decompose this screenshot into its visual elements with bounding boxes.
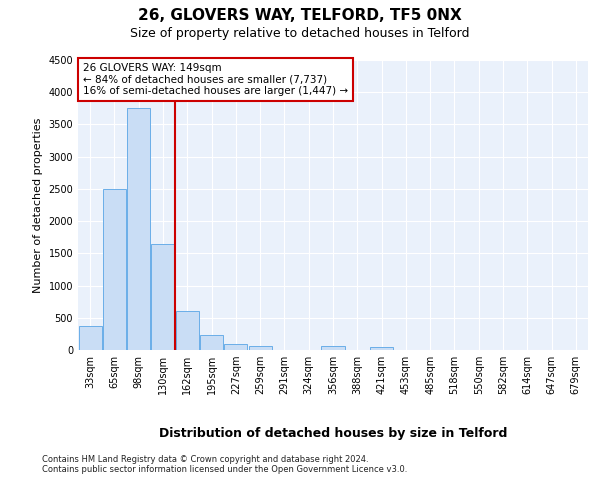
- Bar: [103, 189, 126, 350]
- Text: Contains HM Land Registry data © Crown copyright and database right 2024.
Contai: Contains HM Land Registry data © Crown c…: [42, 455, 407, 474]
- Y-axis label: Number of detached properties: Number of detached properties: [33, 118, 43, 292]
- Bar: [370, 347, 393, 350]
- Bar: [176, 312, 199, 350]
- Bar: [127, 108, 150, 350]
- Bar: [248, 346, 272, 350]
- Bar: [151, 244, 175, 350]
- Text: Size of property relative to detached houses in Telford: Size of property relative to detached ho…: [130, 28, 470, 40]
- Text: 26 GLOVERS WAY: 149sqm
← 84% of detached houses are smaller (7,737)
16% of semi-: 26 GLOVERS WAY: 149sqm ← 84% of detached…: [83, 63, 348, 96]
- Bar: [322, 346, 344, 350]
- Text: Distribution of detached houses by size in Telford: Distribution of detached houses by size …: [159, 428, 507, 440]
- Text: 26, GLOVERS WAY, TELFORD, TF5 0NX: 26, GLOVERS WAY, TELFORD, TF5 0NX: [138, 8, 462, 22]
- Bar: [79, 326, 101, 350]
- Bar: [224, 344, 247, 350]
- Bar: [200, 334, 223, 350]
